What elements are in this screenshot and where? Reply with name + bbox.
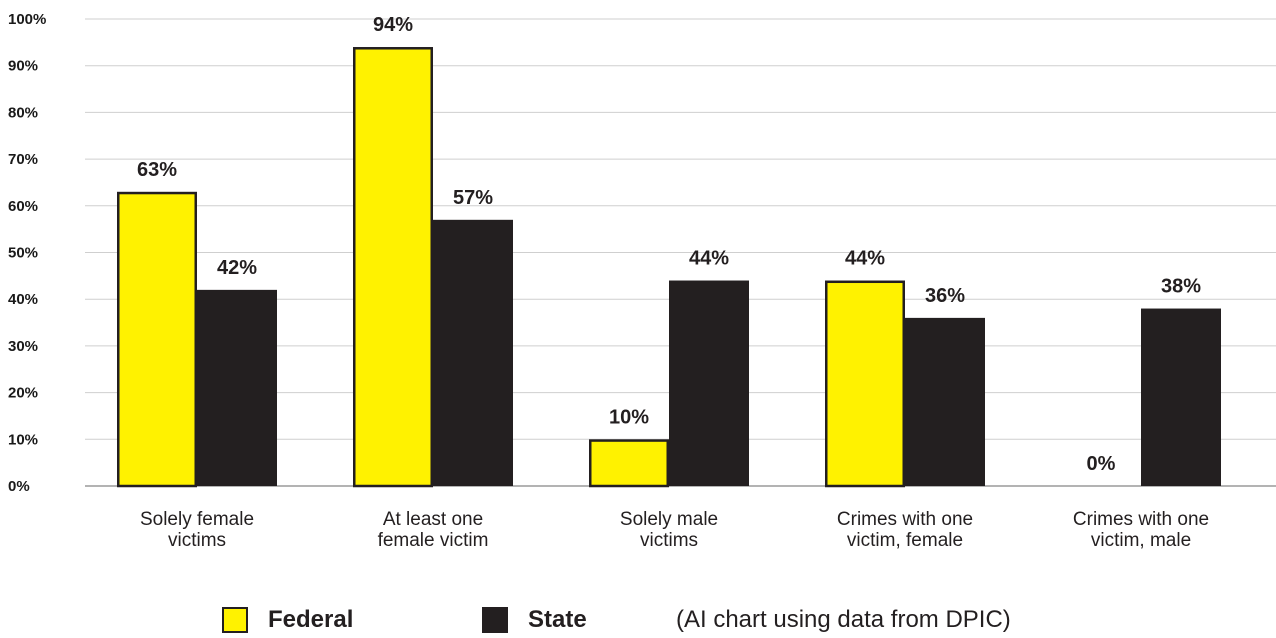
bar-federal xyxy=(825,280,905,488)
data-label-federal: 63% xyxy=(137,159,177,181)
category-label: victim, male xyxy=(1091,530,1191,551)
category-label: Crimes with one xyxy=(1073,509,1209,530)
data-label-federal: 94% xyxy=(373,14,413,36)
data-label-state: 38% xyxy=(1161,276,1201,298)
data-label-federal: 0% xyxy=(1087,453,1116,475)
y-tick-label: 60% xyxy=(8,198,38,215)
legend-label-state: State xyxy=(528,606,587,633)
y-tick-label: 40% xyxy=(8,291,38,308)
legend-swatch-state xyxy=(482,607,508,633)
category-label: Crimes with one xyxy=(837,509,973,530)
bar-state xyxy=(433,219,513,486)
category-label: At least one xyxy=(383,509,483,530)
y-axis-ticks: 0% 10% 20% 30% 40% 50% 60% 70% 80% 90% 100% xyxy=(8,11,46,495)
legend-note: (AI chart using data from DPIC) xyxy=(676,606,1011,633)
bar-state xyxy=(669,280,749,486)
gridlines xyxy=(85,18,1276,487)
category-label: victim, female xyxy=(847,530,963,551)
legend-swatch-federal xyxy=(222,607,248,633)
y-tick-label: 80% xyxy=(8,104,38,121)
data-label-state: 57% xyxy=(453,187,493,209)
bar-state xyxy=(197,289,277,486)
data-label-state: 42% xyxy=(217,257,257,279)
category-label: female victim xyxy=(378,530,489,551)
category-label: Solely male xyxy=(620,509,718,530)
bar-chart: 0% 10% 20% 30% 40% 50% 60% 70% 80% 90% 100% 63% 42%… xyxy=(8,11,1276,551)
category-label: Solely female xyxy=(140,509,254,530)
bar-federal xyxy=(353,47,433,488)
legend-item-state: State xyxy=(482,606,587,634)
legend-label-federal: Federal xyxy=(268,606,354,633)
bar-federal xyxy=(589,439,669,488)
data-label-federal: 10% xyxy=(609,406,649,428)
bars xyxy=(117,47,1221,488)
data-label-state: 36% xyxy=(925,285,965,307)
legend: Federal State (AI chart using data from … xyxy=(0,604,1276,638)
data-labels: 63% 42% 94% 57% 10% 44% 44% 36% 0% 38% xyxy=(137,14,1201,475)
bar-state xyxy=(1141,308,1221,486)
y-tick-label: 70% xyxy=(8,151,38,168)
y-tick-label: 20% xyxy=(8,385,38,402)
y-tick-label: 0% xyxy=(8,478,30,495)
bar-federal xyxy=(117,191,197,488)
y-tick-label: 30% xyxy=(8,338,38,355)
category-label: victims xyxy=(168,530,226,551)
y-tick-label: 10% xyxy=(8,431,38,448)
category-label: victims xyxy=(640,530,698,551)
y-tick-label: 90% xyxy=(8,58,38,75)
data-label-state: 44% xyxy=(689,248,729,270)
y-tick-label: 100% xyxy=(8,11,46,28)
legend-item-federal: Federal xyxy=(222,606,353,634)
y-tick-label: 50% xyxy=(8,245,38,262)
bar-state xyxy=(905,317,985,486)
data-label-federal: 44% xyxy=(845,248,885,270)
